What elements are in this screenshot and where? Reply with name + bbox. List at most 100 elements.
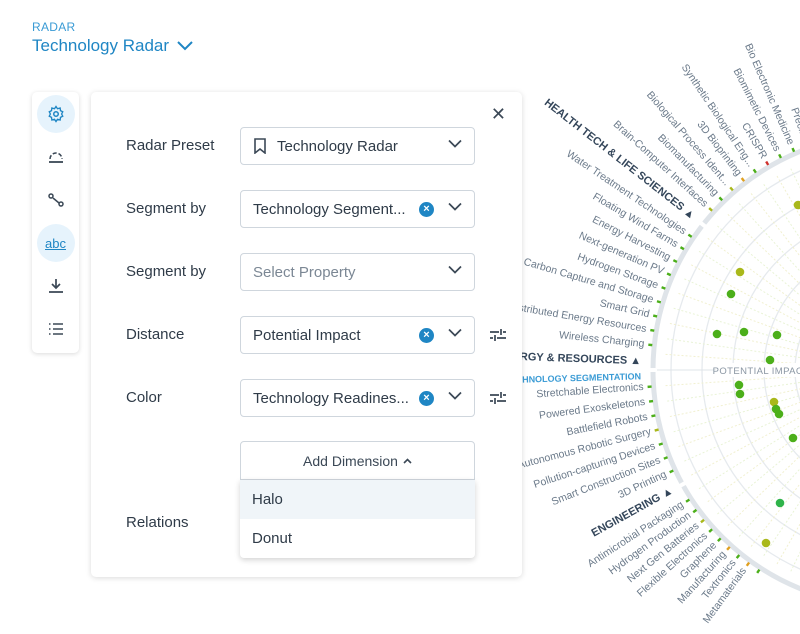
- chevron-down-icon: [448, 202, 462, 211]
- radar-spoke: [698, 250, 800, 315]
- list-tab[interactable]: [37, 310, 75, 348]
- chevron-down-icon: [448, 328, 462, 337]
- axis-label-bg: [716, 363, 800, 377]
- item-color-marker: [735, 554, 741, 559]
- item-color-marker: [672, 259, 678, 264]
- add-dimension-button[interactable]: Add Dimension: [240, 441, 475, 480]
- item-color-marker: [647, 385, 652, 389]
- field-select[interactable]: Technology Readines... ×: [240, 379, 475, 417]
- field-value: Technology Readines...: [253, 389, 409, 407]
- item-color-marker: [692, 508, 698, 514]
- radar-data-point: [793, 200, 800, 210]
- item-color-marker: [756, 568, 761, 574]
- radar-spoke: [717, 225, 800, 296]
- field-select[interactable]: Select Property: [240, 253, 475, 291]
- item-color-marker: [648, 399, 654, 403]
- close-icon[interactable]: ✕: [490, 104, 506, 124]
- item-color-marker: [685, 498, 691, 503]
- radar-spoke: [738, 468, 800, 537]
- radar-spoke: [678, 401, 800, 448]
- item-color-marker: [648, 343, 653, 347]
- radar-spoke: [673, 395, 800, 433]
- item-color-marker: [650, 328, 655, 332]
- item-color-marker: [740, 177, 746, 182]
- item-color-marker: [700, 518, 705, 524]
- settings-tab[interactable]: [36, 95, 75, 133]
- item-color-marker: [661, 286, 666, 290]
- radar-item-label: Preci...: [788, 106, 800, 141]
- clear-icon[interactable]: ×: [419, 390, 434, 406]
- segment-gap: [698, 220, 709, 230]
- radar-kicker: RADAR: [32, 20, 76, 34]
- radar-spoke: [707, 237, 800, 306]
- radar-spoke: [678, 292, 800, 339]
- item-color-marker: [656, 300, 662, 304]
- item-color-marker: [718, 196, 724, 202]
- radar-data-point: [761, 538, 771, 548]
- radar-spoke: [690, 416, 800, 476]
- item-color-marker: [708, 207, 713, 212]
- item-color-marker: [652, 314, 658, 318]
- radar-title: Technology Radar: [32, 36, 170, 55]
- abc-label-icon: abc: [45, 235, 66, 251]
- chevron-down-icon: [448, 391, 462, 400]
- segment-header: ENERGY & RESOURCES ▲: [497, 350, 641, 367]
- item-color-marker: [663, 456, 669, 460]
- item-color-marker: [708, 528, 713, 533]
- radar-spoke: [717, 444, 800, 515]
- radar-data-point: [739, 327, 749, 337]
- item-color-marker: [658, 442, 664, 446]
- arc-icon: [48, 152, 63, 163]
- menu-item-halo[interactable]: Halo: [240, 480, 475, 519]
- chevron-down-icon: [448, 139, 462, 148]
- item-color-marker: [791, 147, 796, 153]
- field-select[interactable]: Potential Impact ×: [240, 316, 475, 354]
- radar-spoke: [690, 264, 800, 324]
- radar-spoke: [684, 278, 800, 331]
- field-label: Distance: [126, 326, 185, 343]
- radar-header: RADAR Technology Radar: [32, 20, 193, 56]
- field-placeholder: Select Property: [253, 263, 356, 281]
- download-tab[interactable]: [37, 267, 75, 305]
- item-color-marker: [687, 233, 693, 238]
- field-select[interactable]: Technology Segment... ×: [240, 190, 475, 228]
- add-dimension-label: Add Dimension: [303, 452, 398, 469]
- field-label: Segment by: [126, 200, 207, 217]
- sliders-icon[interactable]: [489, 390, 507, 406]
- field-select[interactable]: Technology Radar: [240, 127, 475, 165]
- gear-icon: [47, 105, 64, 123]
- chevron-up-icon: [403, 457, 412, 464]
- radar-data-point: [772, 330, 782, 340]
- radar-data-point: [788, 433, 798, 443]
- field-value: Technology Radar: [277, 137, 398, 155]
- item-color-marker: [765, 160, 770, 166]
- clear-icon[interactable]: ×: [419, 327, 434, 343]
- bookmark-icon: [254, 138, 266, 154]
- radar-data-point: [775, 498, 785, 508]
- rings-tab[interactable]: [37, 138, 75, 176]
- field-label: Color: [126, 389, 162, 406]
- sliders-icon[interactable]: [489, 327, 507, 343]
- field-label: Segment by: [126, 263, 207, 280]
- radar-spoke: [673, 307, 800, 345]
- field-value: Technology Segment...: [253, 200, 406, 218]
- settings-panel: ✕ Radar Preset Technology Radar Segment by…: [91, 92, 522, 577]
- field-value: Potential Impact: [253, 326, 361, 344]
- radar-title-dropdown[interactable]: Technology Radar: [32, 36, 193, 56]
- radar-spoke: [750, 193, 800, 257]
- distance-axis-label: POTENTIAL IMPACT: [713, 366, 800, 377]
- radar-data-point: [712, 329, 722, 339]
- clear-icon[interactable]: ×: [419, 201, 434, 217]
- item-color-marker: [778, 153, 783, 159]
- labels-tab[interactable]: abc: [36, 224, 75, 262]
- item-color-marker: [651, 414, 656, 418]
- relations-tab[interactable]: [37, 181, 75, 219]
- field-label: Radar Preset: [126, 137, 215, 154]
- chevron-down-icon: [448, 265, 462, 274]
- radar-data-point: [735, 389, 745, 399]
- segment-gap: [678, 479, 689, 489]
- radar-spoke: [698, 425, 800, 490]
- radar-spoke: [669, 322, 800, 352]
- menu-item-donut[interactable]: Donut: [252, 530, 293, 547]
- radar-data-point: [726, 289, 736, 299]
